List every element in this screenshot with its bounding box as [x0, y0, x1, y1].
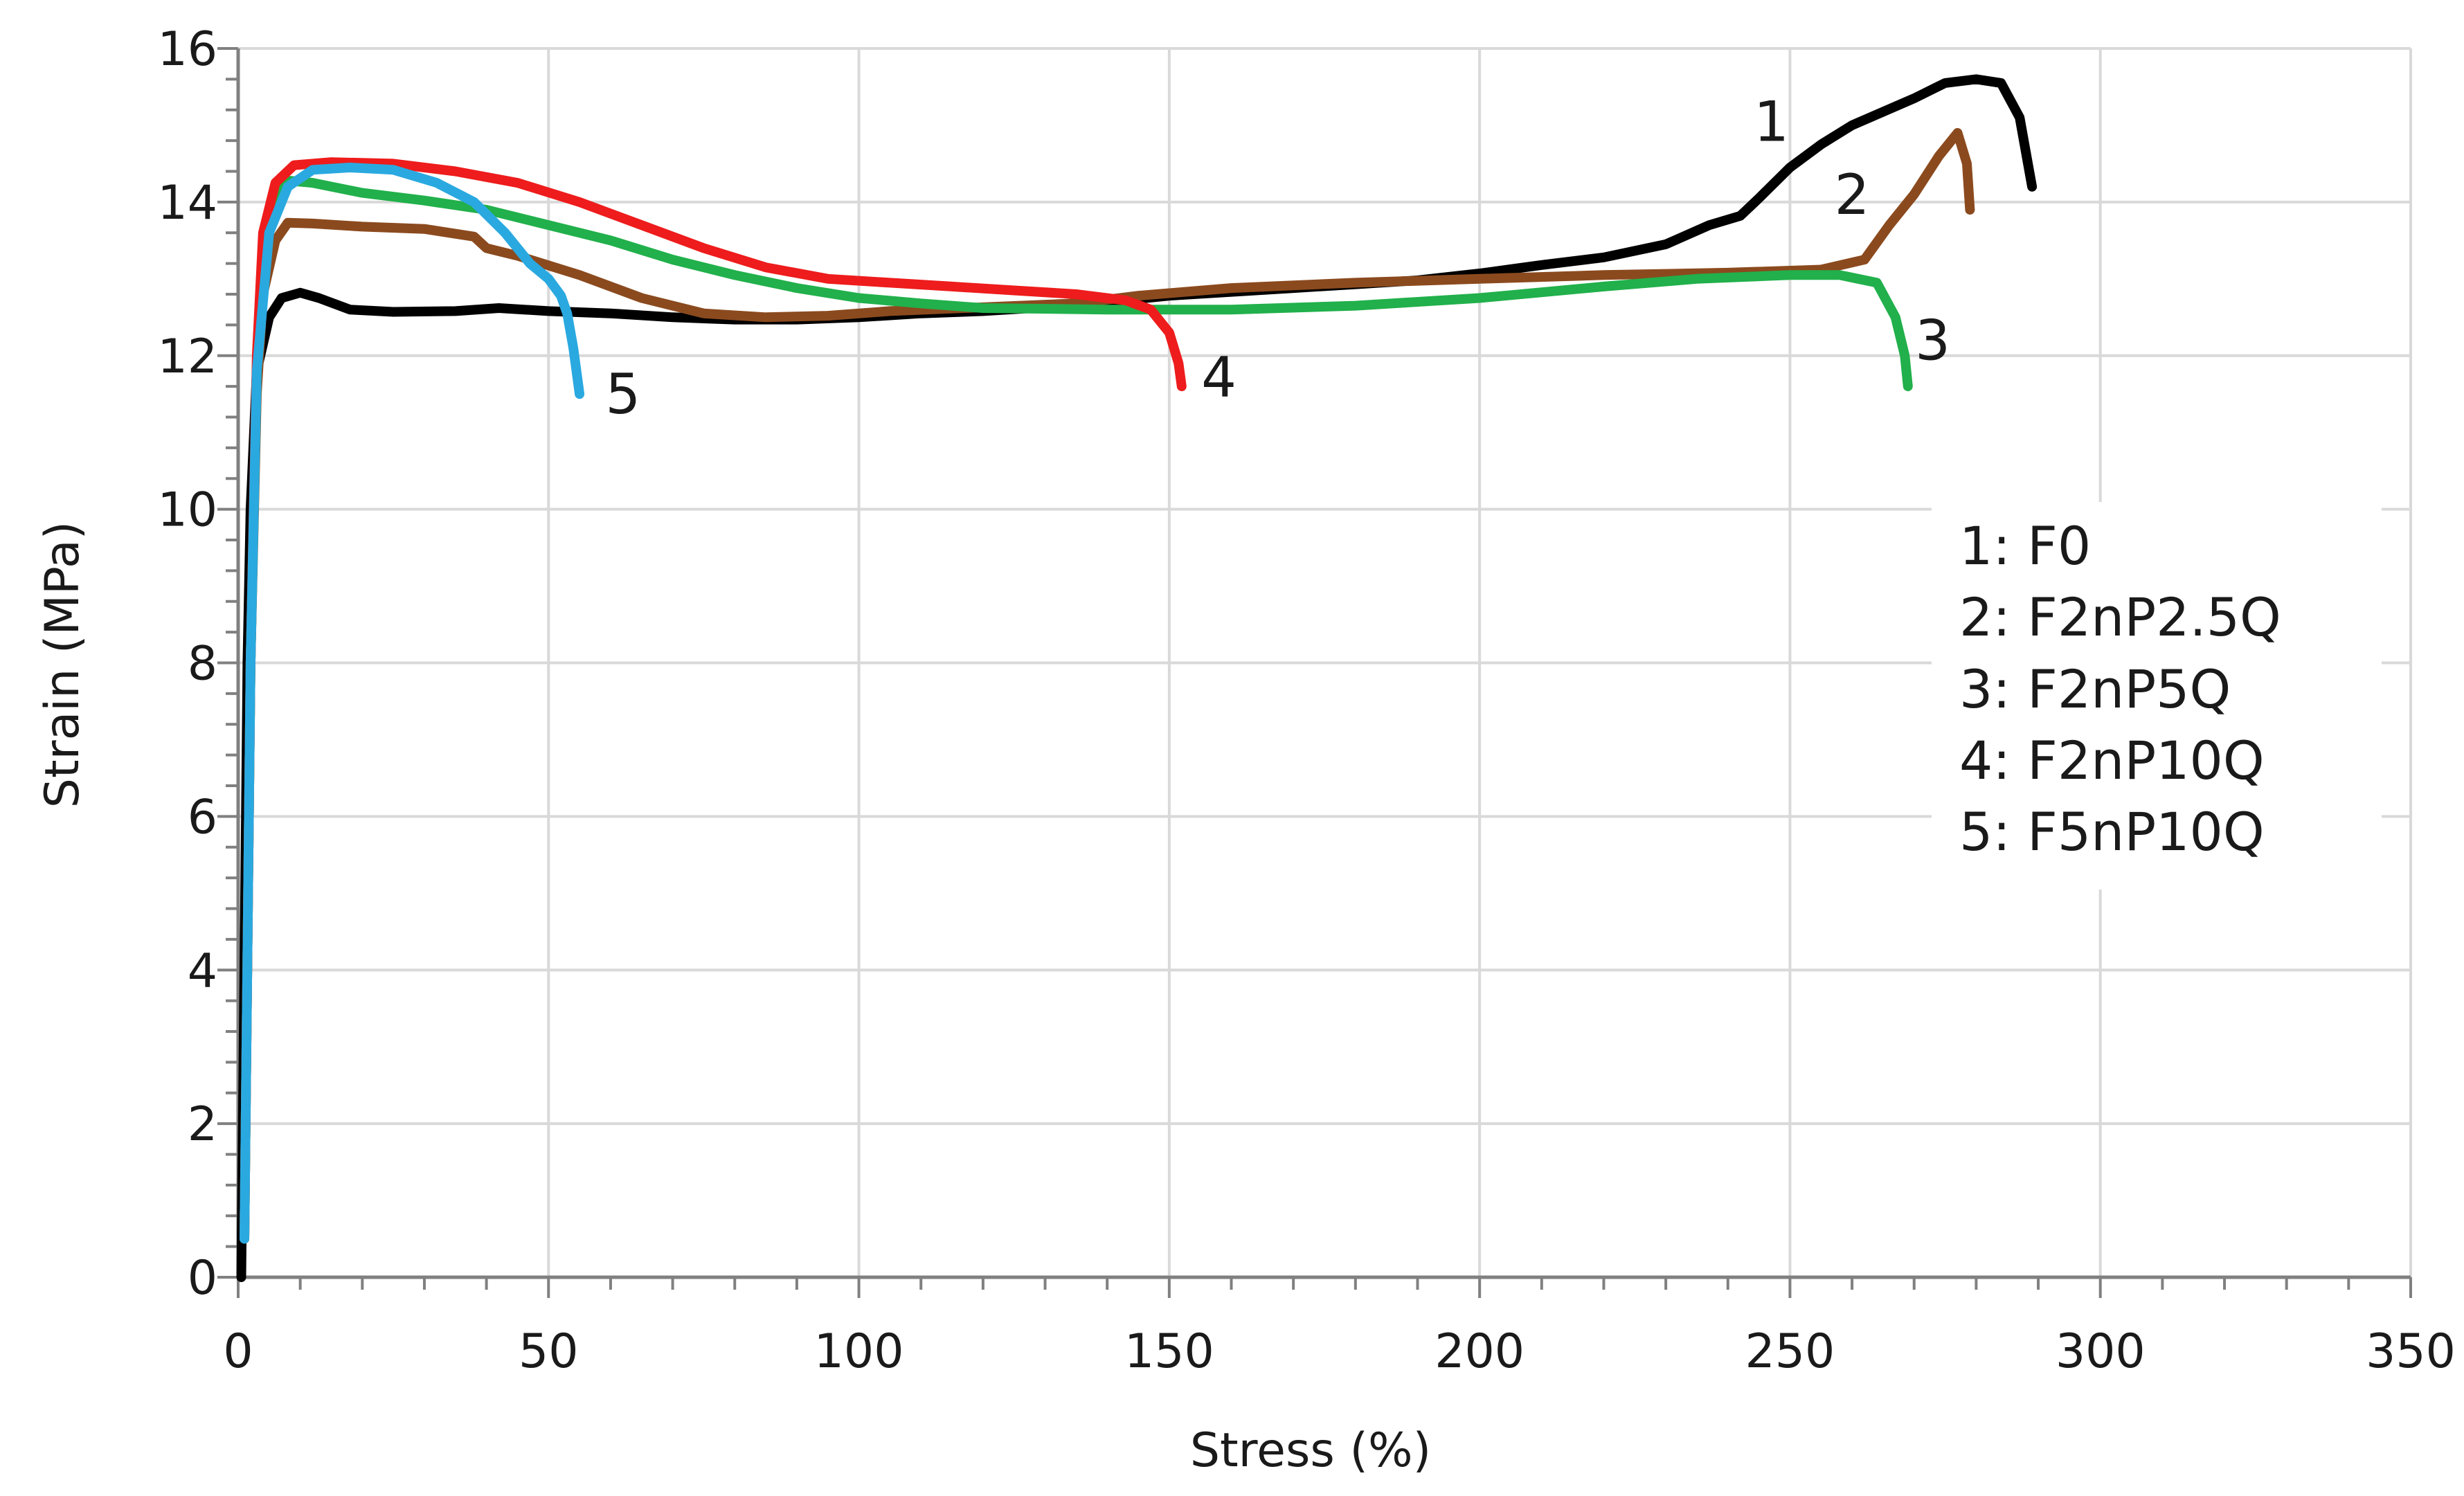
x-tick-label: 50: [519, 1324, 579, 1379]
series-line-f5np10q: [240, 163, 585, 1244]
legend-entry-3: 3: F2nP5Q: [1959, 658, 2231, 720]
y-tick-label: 12: [157, 330, 217, 384]
legend-entry-4: 4: F2nP10Q: [1959, 730, 2265, 791]
legend-entry-2: 2: F2nP2.5Q: [1959, 586, 2281, 648]
series-line-f2np2-5q: [240, 128, 1975, 1244]
curve-label-f2np2-5q: 2: [1835, 163, 1870, 227]
axes: [217, 47, 2412, 1298]
x-tick-label: 250: [1745, 1324, 1835, 1379]
legend-entry-5: 5: F5nP10Q: [1959, 801, 2265, 863]
y-tick-label: 2: [188, 1097, 217, 1152]
y-tick-label: 0: [188, 1251, 217, 1306]
x-tick-label: 300: [2056, 1324, 2146, 1379]
curve-labels: 12 3 4 5: [605, 89, 1950, 426]
x-tick-label: 350: [2366, 1324, 2456, 1379]
y-tick-label: 4: [188, 944, 217, 998]
x-tick-label: 100: [814, 1324, 904, 1379]
legend-entry-1: 1: F0: [1959, 515, 2091, 577]
curve-label-f2np10q: 4: [1201, 345, 1237, 410]
y-tick-label: 10: [157, 483, 217, 538]
y-axis-title: Strain (MPa): [35, 521, 90, 808]
y-tick-label: 16: [157, 22, 217, 77]
x-axis-title: Stress (%): [1190, 1423, 1431, 1478]
series-line-f2np10q: [240, 157, 1187, 1244]
legend-box: [1932, 502, 2382, 890]
y-tick-label: 6: [188, 790, 217, 845]
x-tick-label: 0: [223, 1324, 253, 1379]
curve-label-f5np10q: 5: [605, 362, 640, 426]
y-tick-label: 8: [188, 637, 217, 692]
curve-label-f2np5q: 3: [1915, 309, 1950, 373]
y-tick-label: 14: [157, 176, 217, 231]
curve-label-f0: 1: [1754, 89, 1789, 154]
x-tick-label: 200: [1435, 1324, 1525, 1379]
series: [236, 74, 2038, 1282]
legend: 1: F0 2: F2nP2.5Q 3: F2nP5Q 4: F2nP10Q 5…: [1932, 502, 2382, 890]
x-tick-label: 150: [1124, 1324, 1214, 1379]
